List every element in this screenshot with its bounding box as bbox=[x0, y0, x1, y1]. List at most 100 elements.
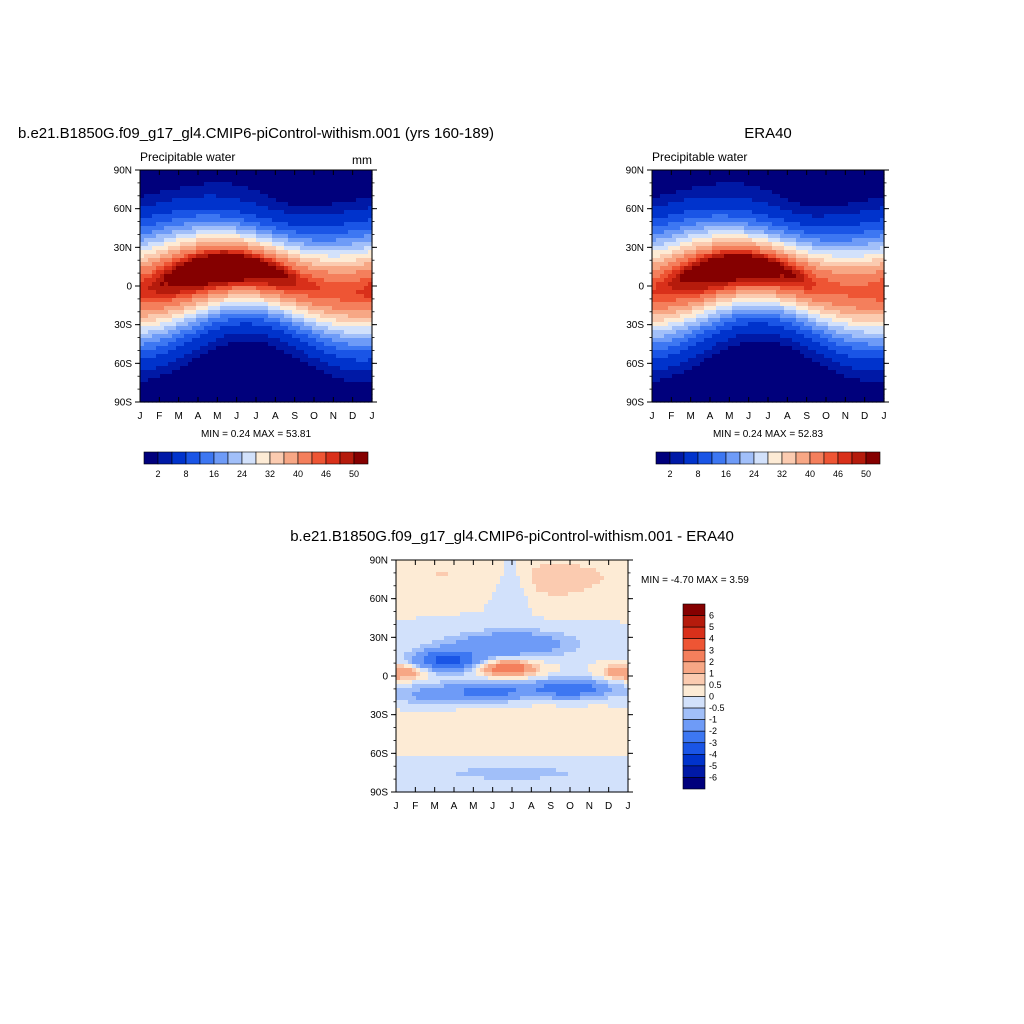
contour-cell bbox=[712, 178, 717, 183]
contour-cell bbox=[292, 354, 297, 359]
contour-cell bbox=[212, 230, 217, 235]
contour-cell bbox=[360, 310, 365, 315]
contour-cell bbox=[320, 350, 325, 355]
contour-cell bbox=[168, 310, 173, 315]
contour-cell bbox=[212, 314, 217, 319]
contour-cell bbox=[204, 318, 209, 323]
contour-cell bbox=[752, 238, 757, 243]
contour-cell bbox=[160, 190, 165, 195]
contour-cell bbox=[768, 218, 773, 223]
contour-cell bbox=[348, 398, 353, 403]
contour-cell bbox=[364, 386, 369, 391]
contour-cell bbox=[304, 350, 309, 355]
contour-cell bbox=[356, 354, 361, 359]
contour-cell bbox=[252, 250, 257, 255]
contour-cell bbox=[328, 178, 333, 183]
contour-cell bbox=[296, 310, 301, 315]
contour-cell bbox=[296, 170, 301, 175]
contour-cell bbox=[728, 206, 733, 211]
contour-cell bbox=[308, 330, 313, 335]
contour-cell bbox=[684, 190, 689, 195]
contour-cell bbox=[192, 374, 197, 379]
contour-cell bbox=[300, 270, 305, 275]
contour-cell bbox=[212, 334, 217, 339]
contour-cell bbox=[344, 302, 349, 307]
contour-cell bbox=[344, 274, 349, 279]
contour-cell bbox=[304, 346, 309, 351]
contour-cell bbox=[740, 238, 745, 243]
x-tick-label: M bbox=[213, 411, 221, 422]
contour-cell bbox=[828, 270, 833, 275]
contour-cell bbox=[156, 326, 161, 331]
contour-cell bbox=[744, 234, 749, 239]
contour-cell bbox=[348, 394, 353, 399]
contour-cell bbox=[248, 210, 253, 215]
contour-cell bbox=[172, 214, 177, 219]
contour-cell bbox=[364, 338, 369, 343]
contour-cell bbox=[840, 210, 845, 215]
contour-cell bbox=[148, 310, 153, 315]
contour-cell bbox=[168, 226, 173, 231]
contour-cell bbox=[736, 190, 741, 195]
contour-cell bbox=[668, 178, 673, 183]
contour-cell bbox=[296, 198, 301, 203]
contour-cell bbox=[700, 198, 705, 203]
contour-cell bbox=[208, 306, 213, 311]
contour-cell bbox=[772, 234, 777, 239]
contour-cell bbox=[340, 206, 345, 211]
contour-cell bbox=[300, 182, 305, 187]
contour-cell bbox=[140, 246, 145, 251]
contour-cell bbox=[148, 202, 153, 207]
contour-cell bbox=[720, 202, 725, 207]
contour-cell bbox=[308, 190, 313, 195]
contour-cell bbox=[868, 174, 873, 179]
contour-cell bbox=[660, 250, 665, 255]
contour-cell bbox=[704, 246, 709, 251]
contour-cell bbox=[368, 306, 373, 311]
contour-cell bbox=[308, 258, 313, 263]
contour-cell bbox=[668, 170, 673, 175]
contour-cell bbox=[360, 318, 365, 323]
contour-cell bbox=[188, 274, 193, 279]
contour-cell bbox=[216, 334, 221, 339]
contour-cell bbox=[268, 270, 273, 275]
contour-cell bbox=[200, 382, 205, 387]
contour-cell bbox=[712, 270, 717, 275]
contour-cell bbox=[676, 250, 681, 255]
contour-cell bbox=[324, 198, 329, 203]
contour-cell bbox=[256, 282, 261, 287]
colorbar-box bbox=[325, 451, 341, 465]
contour-cell bbox=[744, 186, 749, 191]
contour-cell bbox=[248, 358, 253, 363]
contour-cell bbox=[264, 366, 269, 371]
contour-cell bbox=[240, 350, 245, 355]
contour-cell bbox=[148, 350, 153, 355]
contour-cell bbox=[240, 366, 245, 371]
contour-cell bbox=[832, 182, 837, 187]
contour-cell bbox=[744, 170, 749, 175]
contour-cell bbox=[776, 210, 781, 215]
contour-cell bbox=[308, 298, 313, 303]
contour-cell bbox=[224, 378, 229, 383]
contour-cell bbox=[356, 374, 361, 379]
contour-cell bbox=[264, 290, 269, 295]
contour-cell bbox=[352, 382, 357, 387]
contour-cell bbox=[212, 182, 217, 187]
contour-cell bbox=[848, 174, 853, 179]
contour-cell bbox=[188, 354, 193, 359]
contour-cell bbox=[292, 290, 297, 295]
contour-cell bbox=[676, 246, 681, 251]
contour-cell bbox=[316, 226, 321, 231]
contour-cell bbox=[364, 174, 369, 179]
contour-cell bbox=[272, 354, 277, 359]
contour-cell bbox=[688, 250, 693, 255]
contour-cell bbox=[348, 282, 353, 287]
contour-cell bbox=[172, 322, 177, 327]
contour-cell bbox=[816, 178, 821, 183]
contour-cell bbox=[748, 266, 753, 271]
contour-cell bbox=[176, 330, 181, 335]
contour-cell bbox=[232, 334, 237, 339]
contour-cell bbox=[832, 246, 837, 251]
contour-cell bbox=[684, 230, 689, 235]
contour-cell bbox=[148, 386, 153, 391]
